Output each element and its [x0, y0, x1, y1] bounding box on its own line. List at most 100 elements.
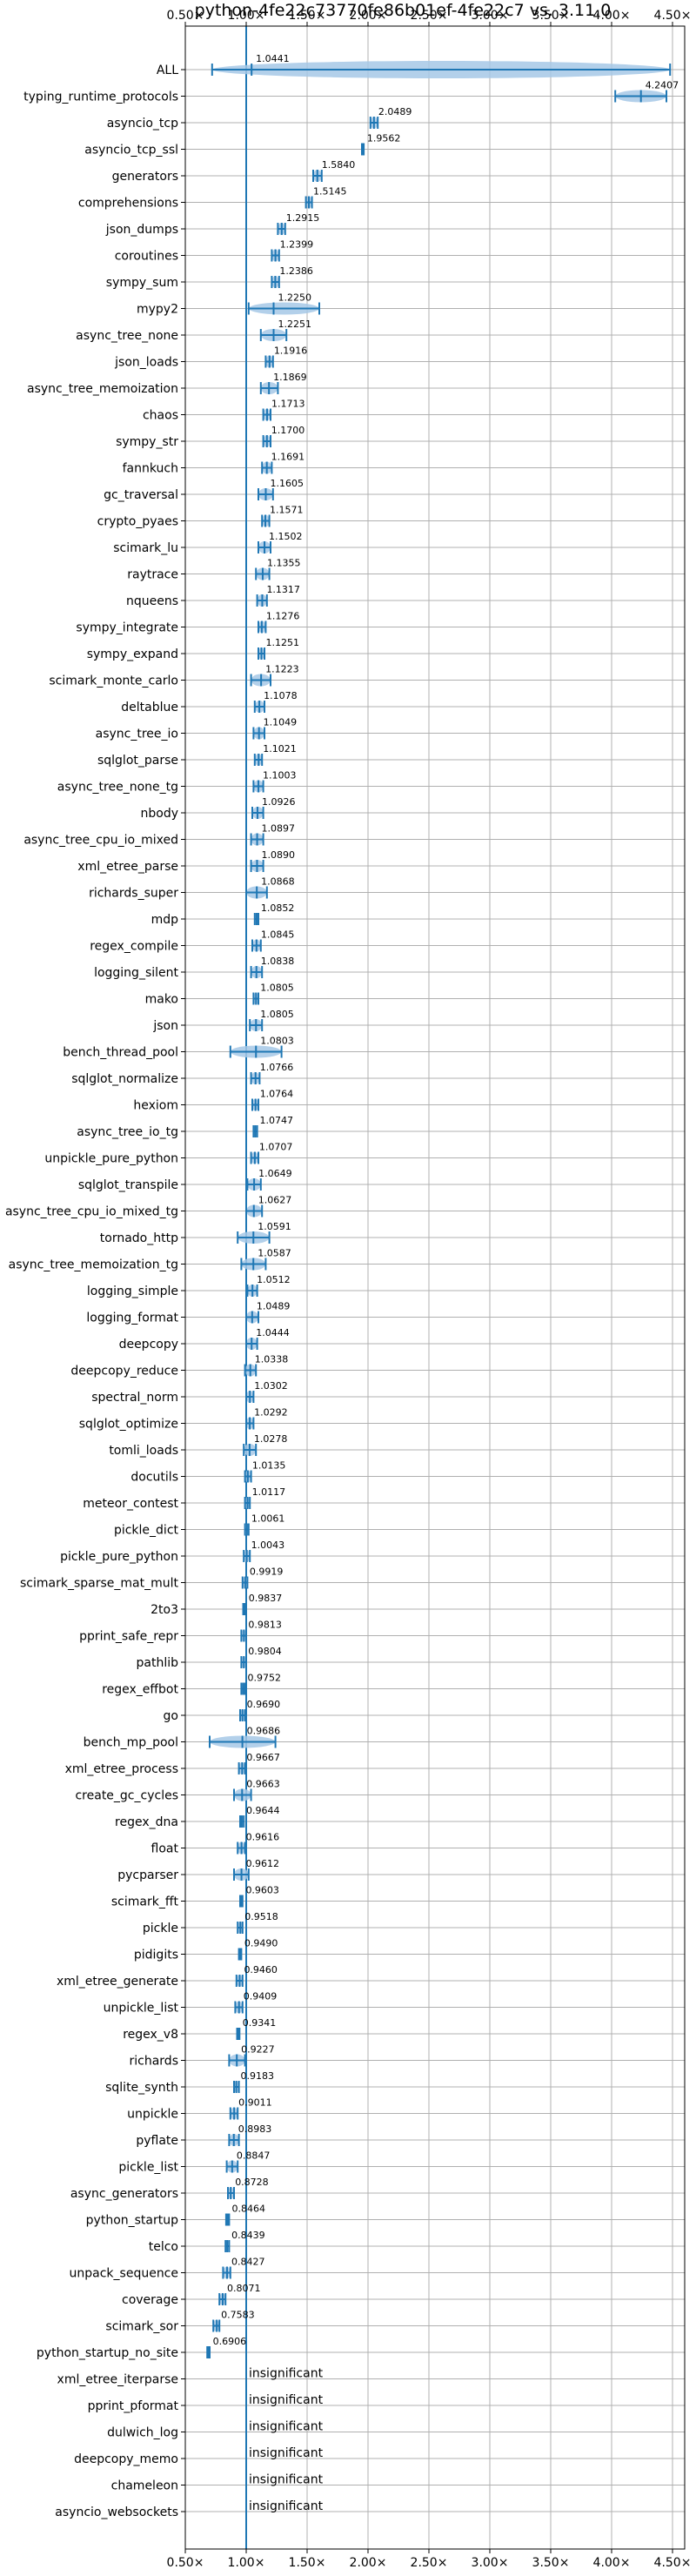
- value-label: 1.0117: [252, 1486, 286, 1498]
- benchmark-label: async_tree_memoization: [27, 382, 178, 396]
- benchmark-mark-group: 1.2250: [247, 292, 320, 315]
- benchmark-mark-group: 0.9919: [241, 1566, 283, 1589]
- benchmark-mark-group: 0.8439: [224, 2230, 265, 2252]
- value-label: 1.1078: [264, 690, 298, 701]
- benchmark-mark-group: insignificant: [249, 2473, 324, 2487]
- benchmark-label: regex_compile: [90, 940, 178, 954]
- benchmark-label: sqlglot_normalize: [71, 1072, 178, 1086]
- benchmark-marks: 1.0441 4.2407 2.0489 1.9562 1.5840 1.5145 1.29…: [206, 53, 679, 2513]
- benchmark-label: scimark_sparse_mat_mult: [20, 1577, 178, 1591]
- value-label: 1.1916: [274, 345, 308, 357]
- benchmark-mark-group: 0.6906: [206, 2336, 246, 2358]
- benchmark-mark-group: 1.2386: [271, 265, 313, 288]
- benchmark-label: logging_simple: [87, 1285, 178, 1298]
- value-label: 1.1049: [264, 717, 298, 728]
- value-label: 1.0890: [261, 849, 295, 861]
- insignificant-label: insignificant: [249, 2393, 324, 2407]
- benchmark-label: sqlglot_transpile: [78, 1178, 178, 1192]
- benchmark-mark-group: 0.9752: [240, 1673, 282, 1695]
- value-label: 0.9603: [245, 1885, 279, 1896]
- benchmark-mark-group: 0.8464: [224, 2204, 265, 2226]
- value-label: 1.0043: [251, 1540, 285, 1551]
- value-label: 1.1223: [265, 664, 299, 675]
- benchmark-mark-group: 0.8427: [222, 2257, 264, 2279]
- benchmark-label: crypto_pyaes: [97, 515, 178, 529]
- value-label: 0.9752: [248, 1673, 282, 1684]
- benchmark-mark-group: 1.0441: [211, 53, 672, 78]
- benchmark-label: scimark_monte_carlo: [49, 674, 178, 688]
- benchmark-mark-group: 1.1317: [256, 584, 300, 607]
- benchmark-mark-group: 1.1869: [259, 372, 307, 394]
- benchmark-mark-group: 1.0649: [246, 1168, 292, 1191]
- value-label: 1.5145: [313, 186, 347, 198]
- value-label: 0.9490: [244, 1938, 278, 1949]
- insignificant-label: insignificant: [249, 2420, 324, 2434]
- value-label: 1.0135: [252, 1460, 286, 1472]
- bottom-tick-label: 4.50×: [654, 2556, 692, 2570]
- benchmark-mark-group: 1.1355: [255, 558, 300, 580]
- value-label: 1.1571: [270, 505, 304, 516]
- benchmark-label: regex_v8: [123, 2028, 178, 2042]
- top-tick-label: 4.00×: [593, 9, 631, 23]
- benchmark-label: pathlib: [137, 1656, 179, 1670]
- benchmark-mark-group: 1.0512: [246, 1274, 291, 1297]
- benchmark-label: bench_mp_pool: [84, 1736, 178, 1750]
- benchmark-mark-group: 0.9837: [242, 1593, 283, 1615]
- value-label: 0.9460: [244, 1964, 278, 1976]
- bottom-tick-label: 2.00×: [350, 2556, 387, 2570]
- benchmark-mark-group: 1.0803: [229, 1036, 294, 1058]
- benchmark-mark-group: 1.0591: [237, 1221, 291, 1244]
- benchmark-mark-group: 0.8728: [227, 2177, 269, 2199]
- benchmark-mark-group: insignificant: [249, 2393, 324, 2407]
- benchmark-label: pprint_pformat: [88, 2399, 179, 2413]
- value-label: 0.8983: [238, 2123, 272, 2135]
- value-label: 1.0489: [257, 1301, 291, 1312]
- value-label: 0.9644: [246, 1805, 280, 1816]
- benchmark-mark-group: 0.8071: [218, 2283, 260, 2305]
- value-label: 0.9663: [246, 1779, 280, 1790]
- benchmark-mark-group: 1.0890: [250, 849, 295, 872]
- value-label: 1.1021: [263, 743, 297, 755]
- benchmark-label: json_dumps: [105, 223, 178, 237]
- value-label: 1.0649: [258, 1168, 292, 1179]
- benchmark-mark-group: 0.9690: [239, 1699, 280, 1721]
- benchmark-mark-group: 1.0061: [244, 1513, 284, 1536]
- top-x-axis: 0.50× 1.00× 1.50× 2.00× 2.50× 3.00× 3.50× 4.00×…: [167, 9, 691, 26]
- benchmark-label: ALL: [157, 64, 178, 77]
- benchmark-label: mypy2: [137, 303, 178, 317]
- value-label: 1.2386: [279, 265, 313, 277]
- value-label: 0.7583: [221, 2310, 254, 2321]
- benchmark-mark-group: 0.9644: [239, 1805, 280, 1828]
- benchmark-mark-group: 1.0278: [243, 1433, 287, 1456]
- value-label: 0.9011: [238, 2097, 272, 2109]
- benchmark-mark-group: 1.0043: [243, 1540, 285, 1562]
- value-label: 2.0489: [378, 106, 412, 117]
- benchmark-label: xml_etree_parse: [77, 860, 178, 874]
- benchmark-mark-group: 1.0926: [251, 796, 295, 819]
- benchmark-mark-group: 1.0338: [244, 1354, 288, 1377]
- benchmark-label: unpickle_list: [104, 2002, 179, 2016]
- benchmark-label: richards_super: [89, 887, 178, 901]
- benchmark-label: fannkuch: [123, 462, 178, 476]
- value-label: 1.0707: [259, 1142, 293, 1153]
- top-tick-label: 3.50×: [532, 9, 570, 23]
- benchmark-mark-group: 4.2407: [614, 80, 679, 103]
- value-label: 0.9837: [249, 1593, 283, 1604]
- benchmark-label: python_startup_no_site: [37, 2346, 178, 2360]
- benchmark-label: docutils: [130, 1471, 178, 1485]
- value-label: 1.2251: [278, 319, 312, 330]
- benchmark-label: create_gc_cycles: [75, 1789, 178, 1803]
- benchmark-mark-group: 0.9011: [229, 2097, 272, 2120]
- value-label: 1.2915: [286, 212, 320, 224]
- benchmark-label: unpack_sequence: [70, 2267, 178, 2281]
- benchmark-label: bench_thread_pool: [63, 1046, 178, 1060]
- benchmark-mark-group: 1.1223: [250, 664, 299, 687]
- benchmark-mark-group: 1.1700: [262, 425, 304, 447]
- benchmark-label: meteor_contest: [83, 1497, 178, 1511]
- benchmark-label: sympy_expand: [87, 647, 178, 661]
- value-label: 0.8728: [235, 2177, 269, 2188]
- benchmark-label: comprehensions: [78, 197, 178, 211]
- benchmark-label: nqueens: [126, 594, 178, 608]
- benchmark-label: async_tree_cpu_io_mixed: [23, 834, 178, 848]
- benchmark-mark-group: 1.1916: [264, 345, 308, 368]
